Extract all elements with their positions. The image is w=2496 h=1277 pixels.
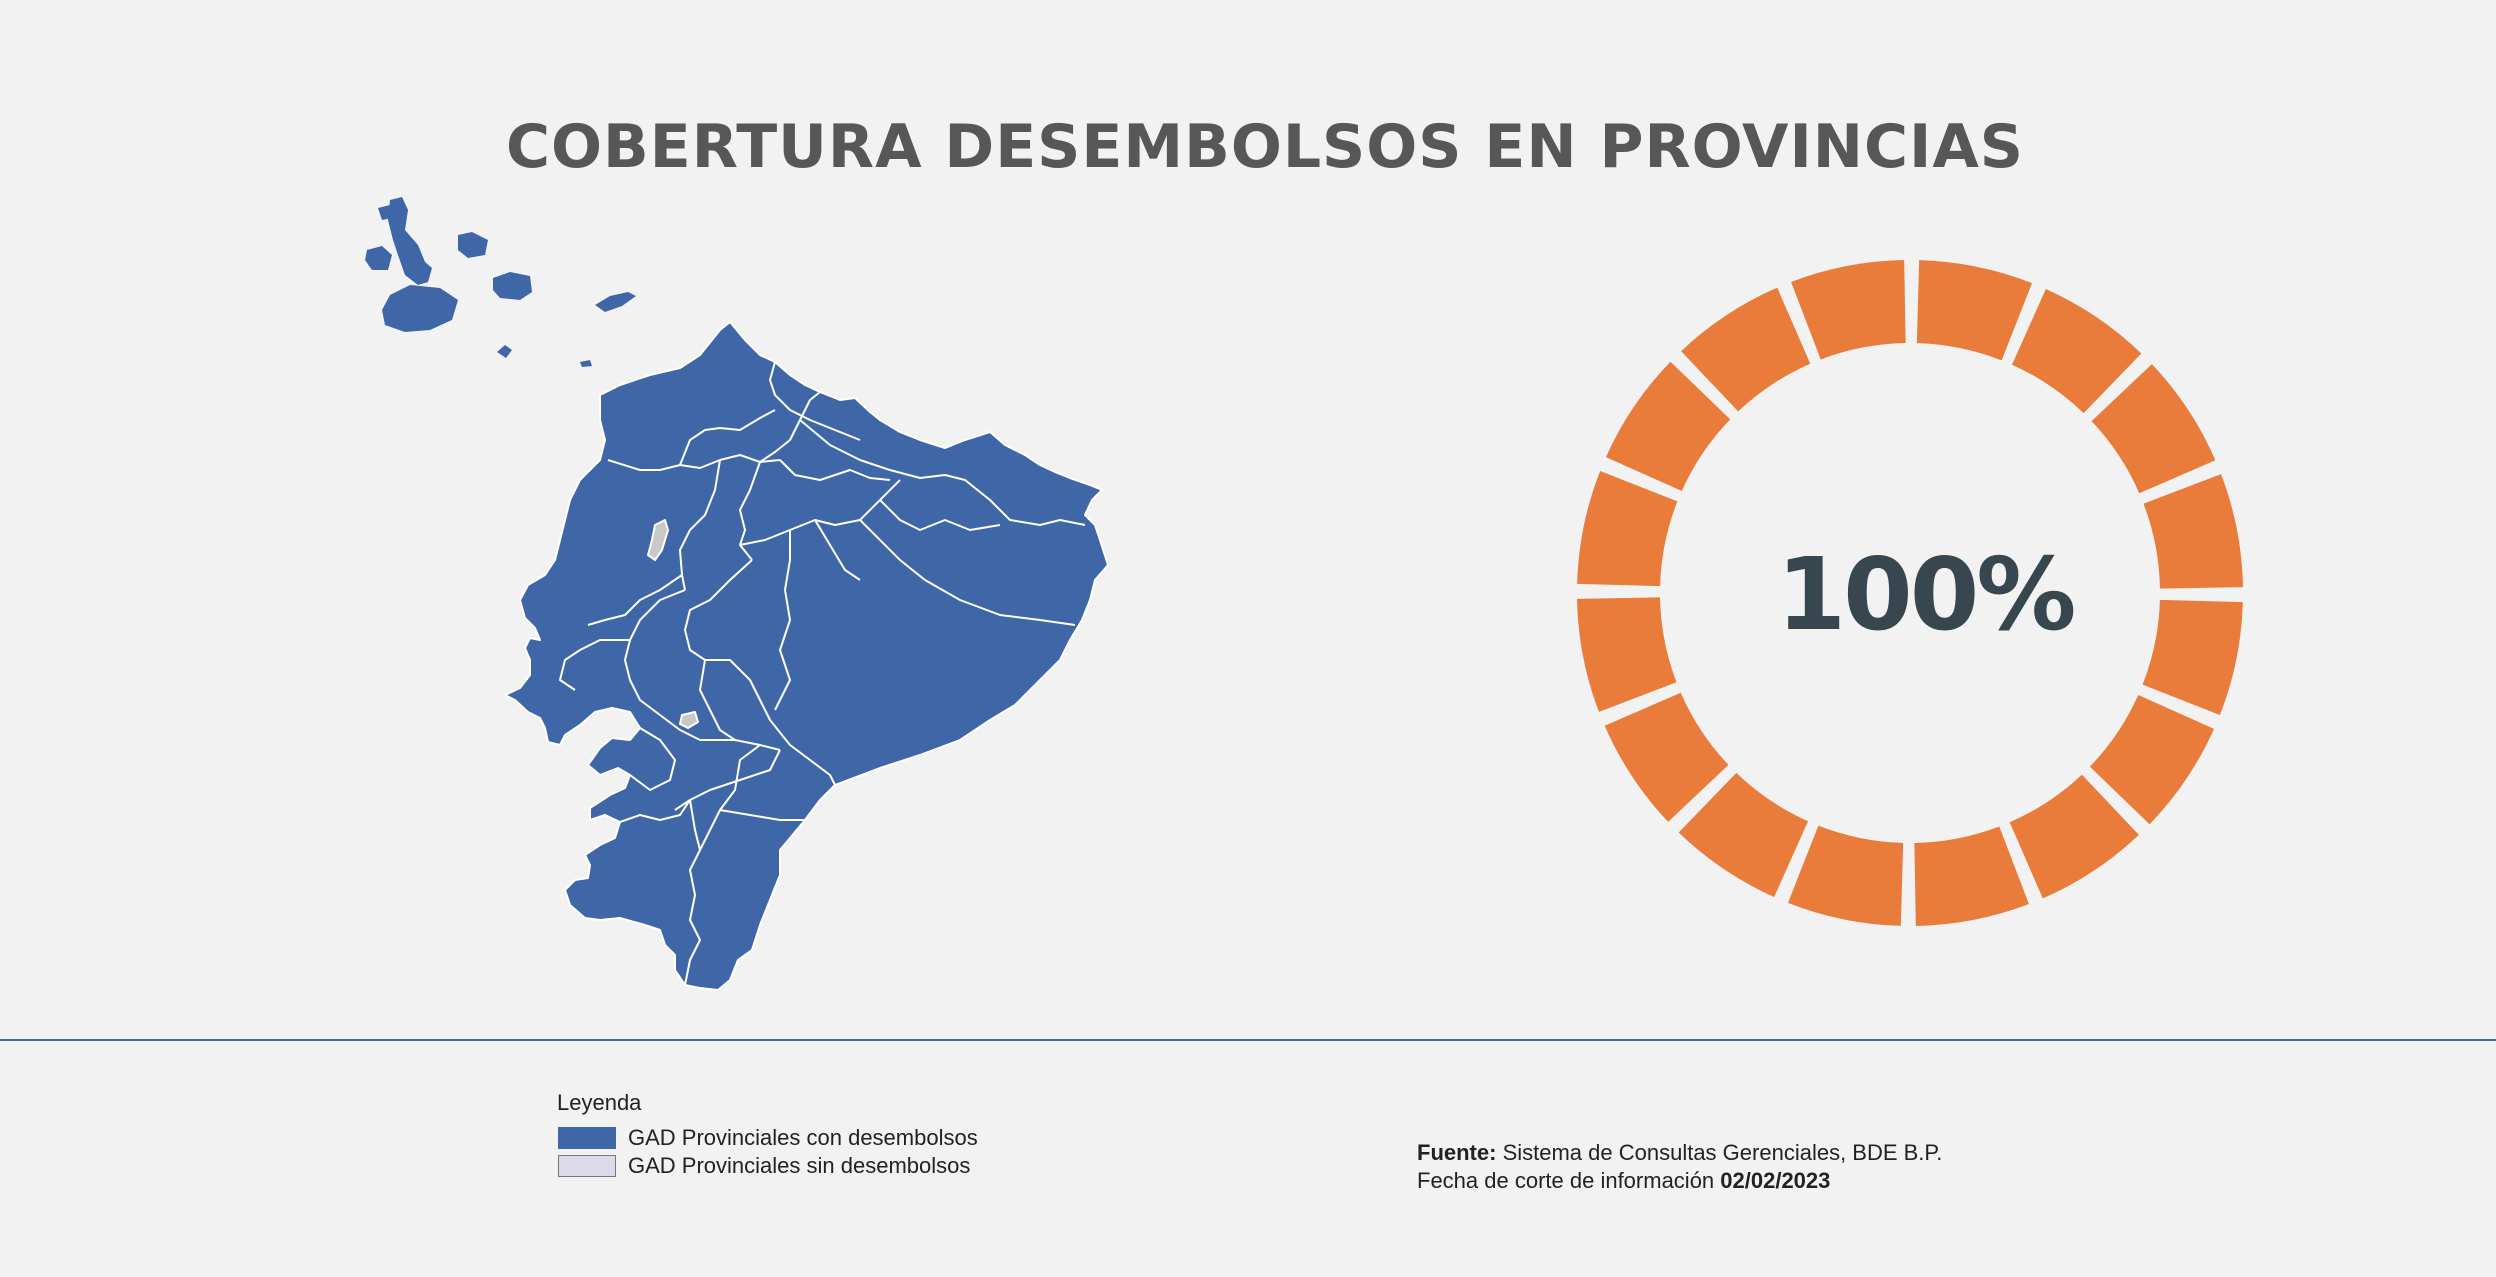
legend-title: Leyenda (557, 1090, 642, 1115)
province-without-disbursement (647, 519, 669, 561)
mainland-outline (504, 321, 1109, 991)
donut-segment (1577, 597, 1677, 712)
donut-segment (2142, 599, 2243, 716)
donut-segment (1577, 470, 1678, 587)
galapagos-islands (365, 197, 636, 367)
cutoff-date-line: Fecha de corte de información 02/02/2023 (1417, 1168, 1830, 1194)
source-line: Fuente: Sistema de Consultas Gerenciales… (1417, 1140, 1942, 1166)
legend-label: GAD Provinciales con desembolsos (628, 1125, 978, 1150)
source-label: Fuente: (1417, 1140, 1497, 1165)
donut-segment (1791, 260, 1906, 360)
legend-item-with-disbursements: GAD Provinciales con desembolsos (558, 1125, 978, 1151)
page-title: COBERTURA DESEMBOLSOS EN PROVINCIAS (505, 112, 2025, 182)
legend-item-without-disbursements: GAD Provinciales sin desembolsos (558, 1153, 970, 1179)
province-without-disbursement (679, 711, 699, 729)
donut-segment (2011, 288, 2142, 414)
legend-swatch-with-disbursements (558, 1127, 616, 1149)
donut-segment (1678, 772, 1809, 898)
donut-segment (1787, 825, 1904, 926)
donut-segment (2091, 364, 2216, 494)
donut-segment (2009, 774, 2139, 899)
coverage-percent: 100% (1776, 536, 2077, 653)
source-text: Sistema de Consultas Gerenciales, BDE B.… (1496, 1140, 1943, 1165)
donut-segment (1605, 361, 1731, 492)
section-divider (0, 1039, 2496, 1041)
donut-segment (2089, 694, 2215, 825)
donut-segment (1914, 826, 2029, 926)
donut-segment (1916, 260, 2033, 361)
legend-swatch-without-disbursements (558, 1155, 616, 1177)
mainland-provinces (504, 321, 1109, 991)
cutoff-date-label: Fecha de corte de información (1417, 1168, 1721, 1193)
donut-segment (2143, 474, 2243, 589)
cutoff-date: 02/02/2023 (1720, 1168, 1831, 1193)
coverage-donut-chart (1577, 260, 2243, 926)
ecuador-provinces-map (365, 197, 1109, 991)
donut-segment (1681, 287, 1811, 412)
legend-label: GAD Provinciales sin desembolsos (628, 1153, 971, 1178)
donut-segment (1604, 692, 1729, 822)
